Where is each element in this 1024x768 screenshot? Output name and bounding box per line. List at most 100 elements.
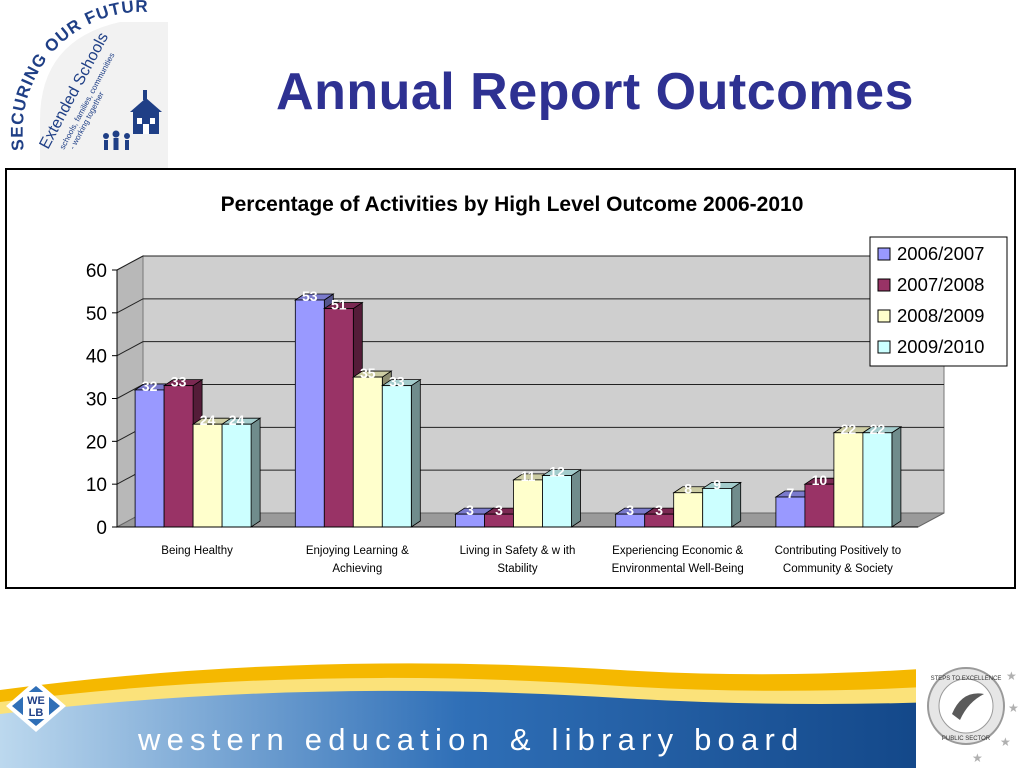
data-label: 3 bbox=[466, 502, 474, 518]
x-tick-label: Stability bbox=[497, 563, 538, 575]
school-icon bbox=[130, 90, 162, 134]
bar-chart: Percentage of Activities by High Level O… bbox=[86, 193, 1008, 575]
x-tick-label: Achieving bbox=[332, 563, 382, 575]
y-tick-label: 50 bbox=[86, 304, 107, 325]
x-tick-label: Community & Society bbox=[783, 563, 893, 575]
gridline bbox=[116, 298, 944, 314]
bar-front bbox=[163, 385, 194, 528]
data-label: 24 bbox=[229, 412, 245, 428]
bar-front bbox=[804, 483, 835, 528]
steps-to-excellence-seal-icon: STEPS TO EXCELLENCE PUBLIC SECTOR ★ ★ ★ … bbox=[916, 650, 1024, 768]
chart-frame: Percentage of Activities by High Level O… bbox=[5, 168, 1016, 589]
data-label: 7 bbox=[787, 485, 795, 501]
bar bbox=[861, 426, 903, 528]
data-label: 3 bbox=[626, 502, 634, 518]
y-tick-label: 30 bbox=[86, 390, 107, 411]
y-tick-label: 20 bbox=[86, 432, 107, 453]
organisation-name: western education & library board bbox=[138, 722, 805, 757]
bar-front bbox=[542, 475, 572, 528]
y-tick-label: 60 bbox=[86, 261, 107, 282]
legend-entry: 2008/2009 bbox=[897, 305, 984, 326]
seal-top-text: STEPS TO EXCELLENCE bbox=[931, 676, 1002, 682]
legend-swatch bbox=[877, 309, 891, 323]
legend: 2006/2007 2007/2008 2008/2009 2009/2010 bbox=[869, 236, 1008, 367]
chart-title: Percentage of Activities by High Level O… bbox=[221, 193, 804, 216]
bar-side bbox=[410, 378, 421, 528]
bar-front bbox=[673, 492, 704, 528]
bar bbox=[380, 378, 422, 528]
bar-front bbox=[775, 496, 806, 528]
data-label: 11 bbox=[521, 468, 536, 484]
bar-front bbox=[513, 479, 543, 528]
x-tick-label: Living in Safety & w ith bbox=[460, 545, 576, 557]
bar-front bbox=[323, 308, 354, 528]
data-label: 35 bbox=[360, 365, 376, 381]
bar-side bbox=[250, 417, 261, 528]
bar-front bbox=[833, 432, 864, 528]
bar bbox=[220, 417, 262, 528]
x-tick-label: Enjoying Learning & bbox=[306, 545, 409, 557]
data-label: 33 bbox=[171, 374, 187, 390]
bar bbox=[672, 485, 714, 528]
bar-front bbox=[352, 376, 383, 528]
bar-side bbox=[891, 426, 902, 528]
data-label: 24 bbox=[200, 412, 216, 428]
y-tick-label: 10 bbox=[86, 475, 107, 496]
bar-front bbox=[381, 385, 412, 528]
gridline bbox=[116, 255, 944, 271]
data-label: 22 bbox=[841, 421, 857, 437]
bar bbox=[541, 468, 582, 528]
legend-box bbox=[869, 236, 1008, 367]
data-label: 10 bbox=[812, 472, 828, 488]
bar-side bbox=[731, 481, 742, 528]
y-tick-label: 40 bbox=[86, 347, 107, 368]
data-label: 33 bbox=[389, 374, 405, 390]
x-tick-label: Environmental Well-Being bbox=[612, 563, 744, 575]
svg-text:★: ★ bbox=[972, 751, 983, 765]
bar-front bbox=[702, 488, 733, 528]
gridline bbox=[116, 341, 944, 357]
legend-swatch bbox=[877, 340, 891, 354]
legend-entry: 2006/2007 bbox=[897, 243, 984, 264]
bar-marks bbox=[133, 293, 903, 528]
data-label: 22 bbox=[870, 421, 886, 437]
bar-front bbox=[134, 389, 165, 528]
bar bbox=[512, 473, 553, 528]
y-tick-label: 0 bbox=[96, 518, 107, 539]
badge-lb-text: LB bbox=[29, 707, 44, 719]
slide-title: Annual Report Outcomes bbox=[276, 63, 914, 121]
bar bbox=[701, 481, 743, 528]
x-tick-label: Contributing Positively to bbox=[775, 545, 902, 557]
data-label: 8 bbox=[684, 481, 692, 497]
children-icon bbox=[103, 130, 130, 150]
svg-text:★: ★ bbox=[1006, 669, 1017, 683]
svg-text:★: ★ bbox=[1008, 701, 1019, 715]
bar-front bbox=[862, 432, 893, 528]
svg-text:★: ★ bbox=[1000, 735, 1011, 749]
data-label: 3 bbox=[655, 502, 663, 518]
bar-front bbox=[221, 423, 252, 528]
seal-bottom-text: PUBLIC SECTOR bbox=[942, 736, 991, 742]
legend-entry: 2009/2010 bbox=[897, 336, 984, 357]
x-axis-ticks: Being Healthy Enjoying Learning & Achievin… bbox=[117, 526, 918, 575]
legend-entry: 2007/2008 bbox=[897, 274, 984, 295]
data-label: 3 bbox=[495, 502, 503, 518]
data-label: 32 bbox=[142, 378, 158, 394]
bar bbox=[832, 426, 874, 528]
welb-badge-icon: WE LB bbox=[6, 680, 66, 732]
x-tick-label: Being Healthy bbox=[161, 545, 233, 557]
bar-front bbox=[294, 299, 325, 528]
x-tick-label: Experiencing Economic & bbox=[612, 545, 743, 557]
y-axis-ticks: 0 10 20 30 40 50 60 bbox=[86, 261, 118, 539]
data-label: 9 bbox=[713, 476, 721, 492]
bar-front bbox=[192, 423, 223, 528]
legend-swatch bbox=[877, 278, 891, 292]
footer-banner: WE LB STEPS TO EXCELLENCE PUBLIC SECTOR … bbox=[0, 650, 1024, 768]
legend-swatch bbox=[877, 247, 891, 261]
data-label: 53 bbox=[302, 288, 318, 304]
data-label: 12 bbox=[549, 464, 565, 480]
data-label: 51 bbox=[331, 297, 347, 313]
bar-side bbox=[571, 468, 581, 528]
